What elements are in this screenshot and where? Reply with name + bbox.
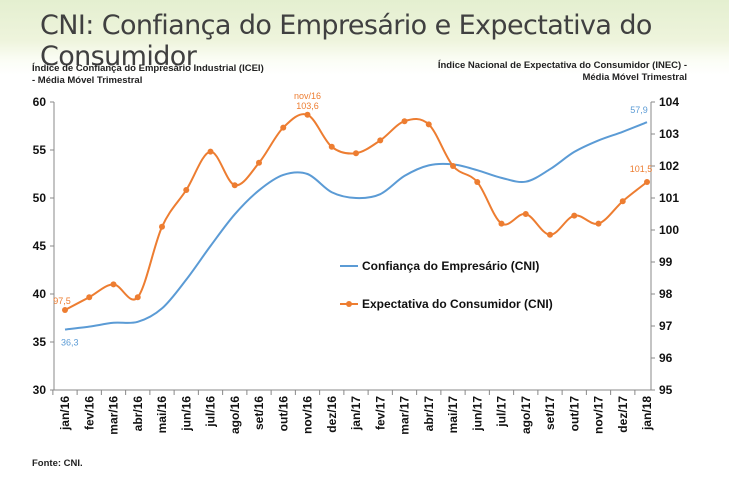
left-axis-title: Índice de Confiança do Empresário Indust… [32, 63, 264, 87]
x-tick-label: dez/16 [325, 396, 339, 433]
data-point [159, 223, 165, 230]
x-tick-label: set/16 [252, 396, 266, 430]
x-tick-label: jul/16 [204, 396, 218, 428]
x-tick-label: ago/17 [519, 396, 533, 434]
legend-label: Expectativa do Consumidor (CNI) [362, 297, 553, 311]
left-axis-title-line2: - Média Móvel Trimestral [32, 75, 143, 86]
data-label: 103,6 [296, 101, 319, 111]
x-tick-label: abr/17 [422, 396, 436, 432]
x-tick-label: abr/16 [131, 396, 145, 432]
x-tick-label: jul/17 [495, 396, 509, 428]
data-point [450, 163, 456, 169]
data-point [644, 179, 650, 185]
right-tick-label: 101 [659, 191, 679, 205]
data-point [62, 307, 68, 313]
data-point [110, 281, 117, 288]
data-label: nov/16 [294, 91, 321, 101]
source-note: Fonte: CNI. [32, 458, 83, 469]
data-point [134, 294, 141, 301]
data-point [401, 118, 408, 125]
x-tick-label: jun/17 [470, 396, 484, 432]
left-tick-label: 30 [33, 383, 47, 397]
data-point [619, 198, 626, 205]
series-line-confianca [64, 121, 648, 331]
x-tick-label: nov/16 [301, 396, 315, 434]
x-tick-label: fev/16 [82, 396, 96, 430]
data-point [207, 148, 214, 155]
left-tick-label: 40 [33, 287, 47, 301]
x-tick-label: out/17 [567, 396, 581, 432]
right-axis-title-line1: Índice Nacional de Expectativa do Consum… [437, 60, 687, 71]
data-point [522, 211, 529, 217]
data-point [377, 137, 384, 144]
right-tick-label: 104 [659, 95, 679, 109]
right-tick-label: 95 [659, 383, 673, 397]
data-point [328, 143, 335, 150]
data-point [474, 179, 481, 185]
data-point [280, 124, 287, 131]
data-point [425, 121, 432, 128]
data-point [595, 220, 602, 227]
left-tick-label: 50 [33, 191, 47, 205]
x-tick-label: mar/16 [107, 396, 121, 435]
right-tick-label: 102 [659, 159, 679, 173]
data-point [571, 212, 578, 219]
legend-marker [346, 301, 352, 307]
x-tick-label: nov/17 [592, 396, 606, 434]
left-tick-label: 45 [33, 239, 47, 253]
x-tick-label: dez/17 [616, 396, 630, 433]
data-point [498, 220, 505, 227]
data-point [256, 159, 262, 166]
x-tick-label: jun/16 [179, 396, 193, 432]
left-tick-label: 35 [33, 335, 47, 349]
x-tick-label: ago/16 [228, 396, 242, 434]
data-label: 97,5 [53, 296, 71, 306]
series-line-expectativa [64, 113, 648, 311]
right-tick-label: 99 [659, 255, 673, 269]
data-point [183, 187, 190, 193]
data-point [353, 150, 359, 157]
right-tick-label: 96 [659, 351, 673, 365]
x-tick-label: mai/17 [446, 396, 460, 434]
right-axis-title: Índice Nacional de Expectativa do Consum… [438, 60, 687, 84]
x-tick-label: out/16 [276, 396, 290, 432]
x-tick-label: mar/17 [398, 396, 412, 435]
page-title: CNI: Confiança do Empresário e Expectati… [40, 10, 652, 72]
x-tick-label: jan/17 [349, 396, 363, 431]
data-point [231, 182, 238, 189]
data-point [304, 111, 311, 118]
left-axis-title-line1: Índice de Confiança do Empresário Indust… [32, 63, 264, 74]
left-tick-label: 60 [33, 95, 47, 109]
right-tick-label: 103 [659, 127, 679, 141]
data-point [86, 294, 93, 301]
data-label: 57,9 [630, 105, 648, 115]
left-tick-label: 55 [33, 143, 47, 157]
right-tick-label: 98 [659, 287, 673, 301]
right-axis-title-line2: Média Móvel Trimestral [582, 72, 687, 83]
x-tick-label: set/17 [543, 396, 557, 430]
data-label: 36,3 [61, 338, 79, 348]
x-tick-label: fev/17 [373, 396, 387, 430]
right-tick-label: 100 [659, 223, 679, 237]
x-tick-label: jan/16 [58, 396, 72, 431]
x-tick-label: jan/18 [640, 396, 654, 431]
x-tick-label: mai/16 [155, 396, 169, 434]
data-point [547, 231, 553, 238]
data-label: 101,5 [630, 164, 653, 174]
right-tick-label: 97 [659, 319, 673, 333]
legend-label: Confiança do Empresário (CNI) [362, 259, 539, 273]
